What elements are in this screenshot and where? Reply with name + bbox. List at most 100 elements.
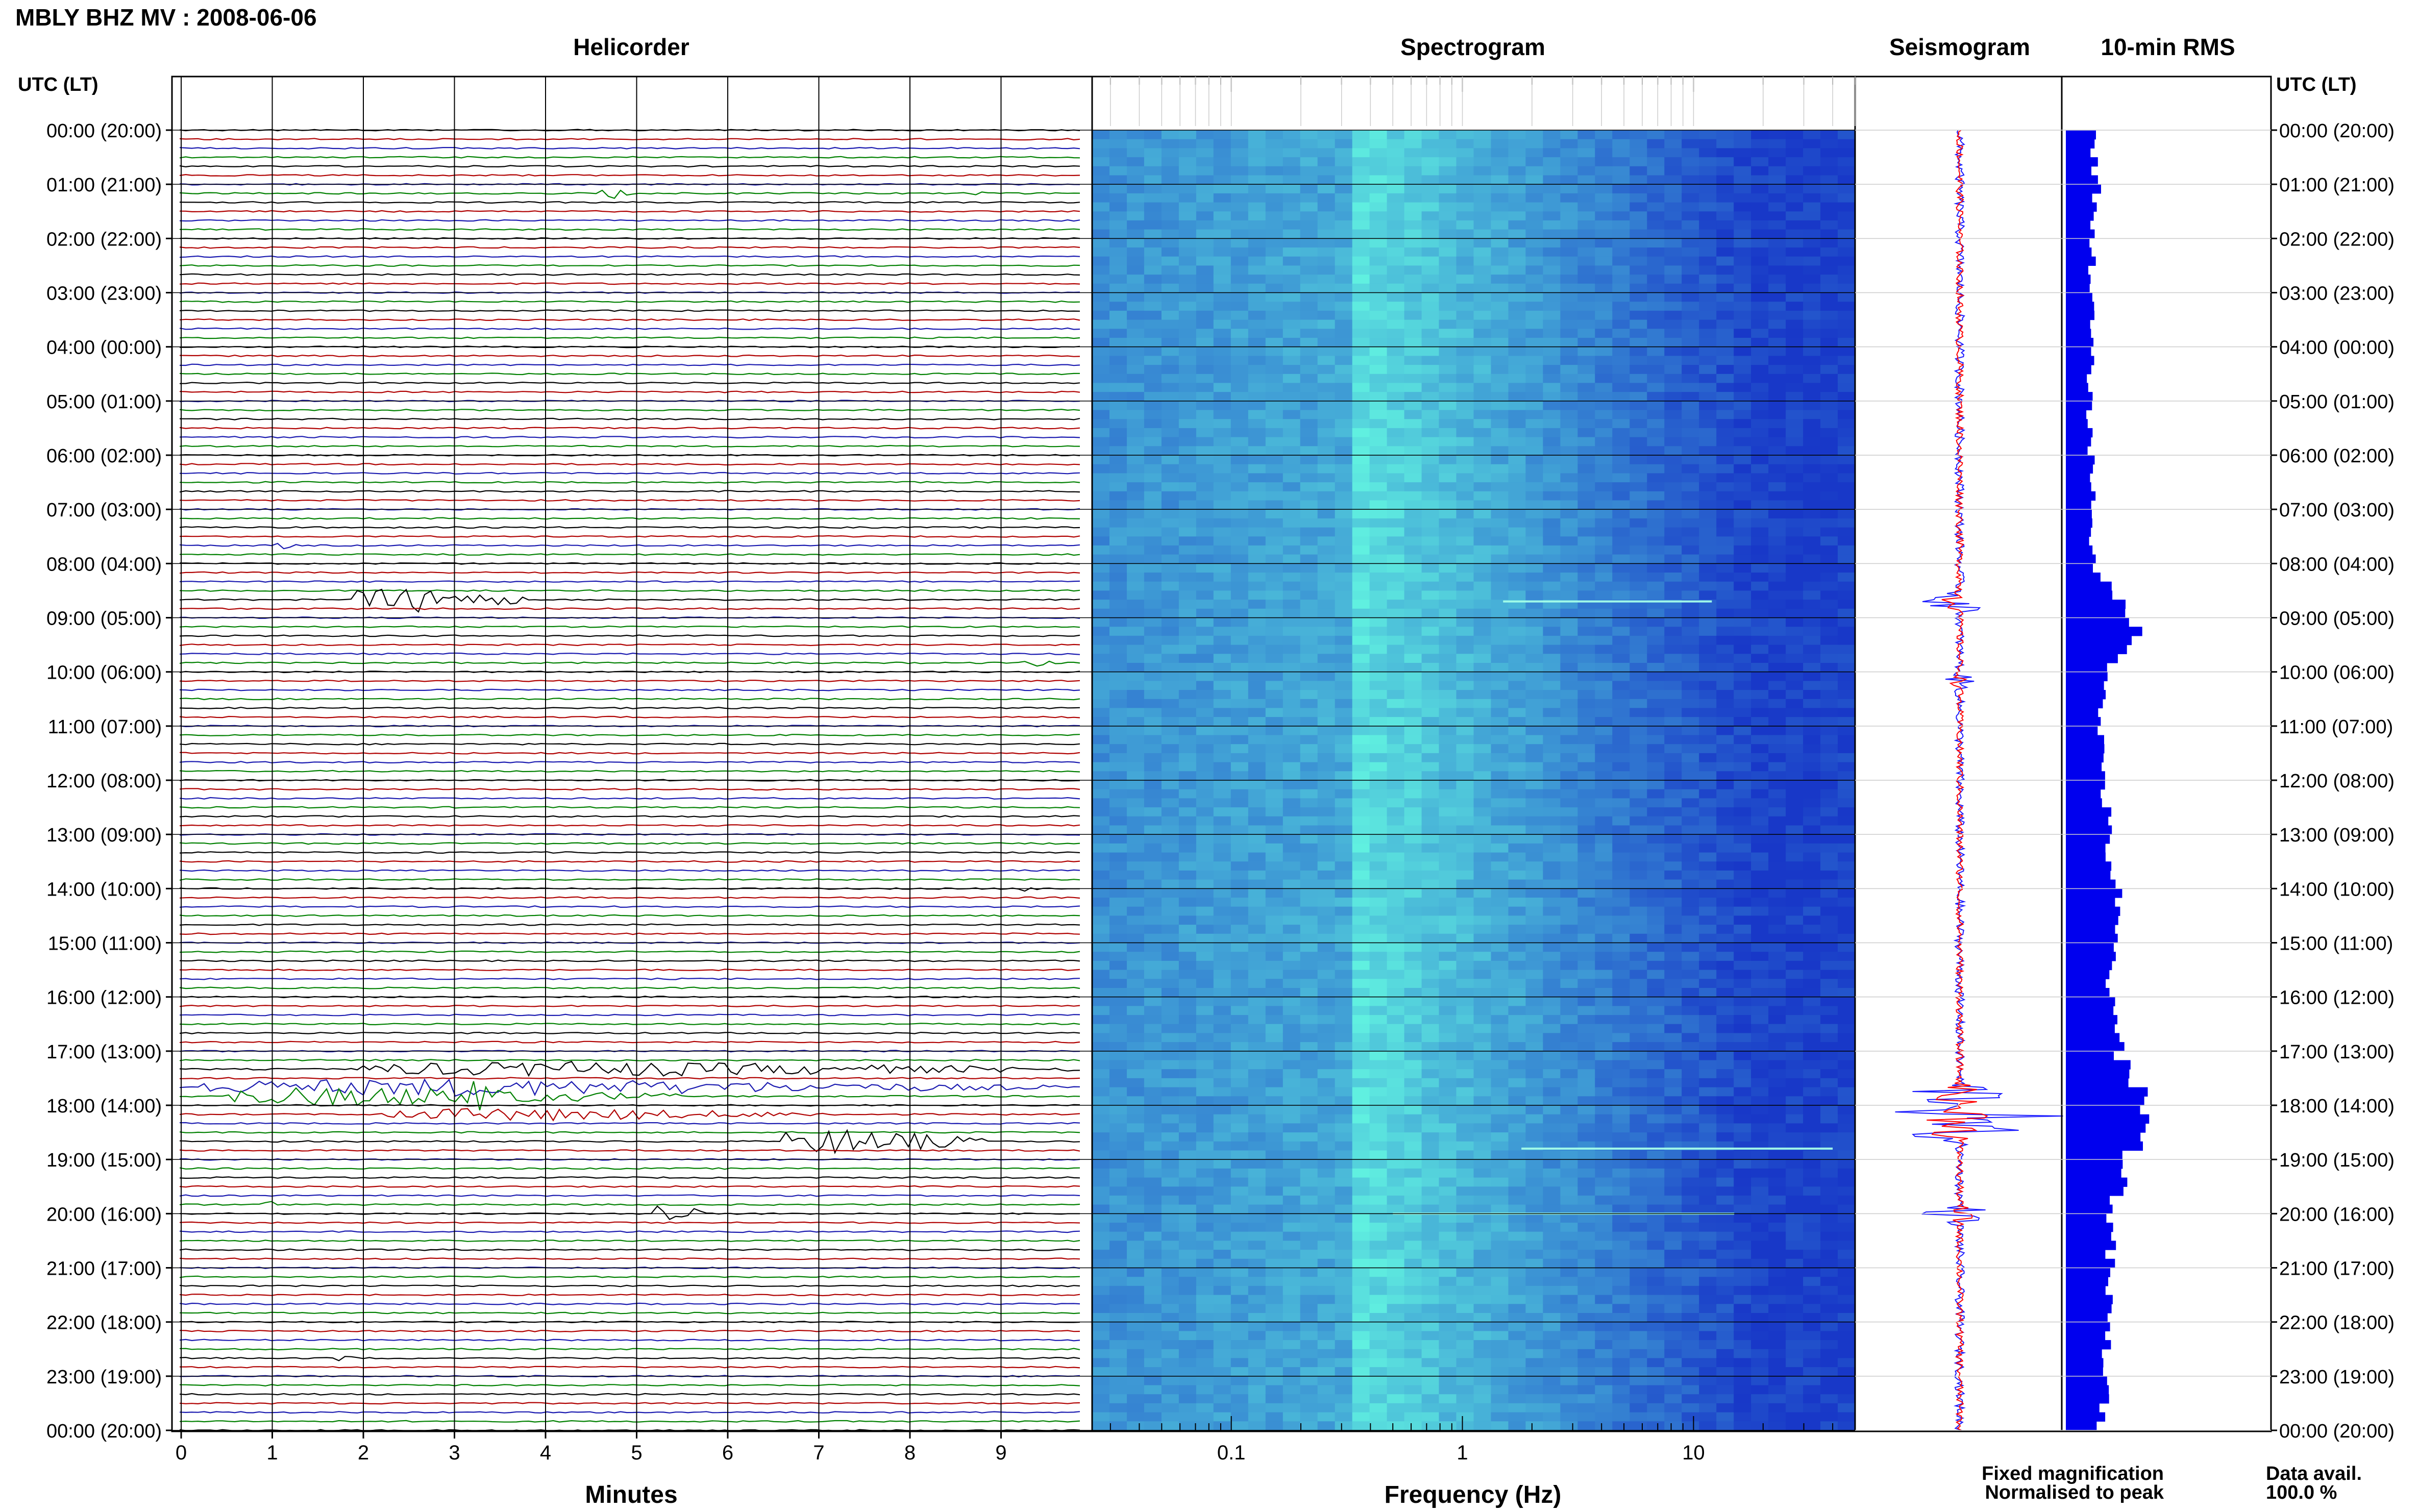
spectrogram-cell: [1473, 581, 1492, 591]
spectrogram-cell: [1196, 1132, 1214, 1142]
spectrogram-cell: [1404, 1295, 1422, 1305]
spectrogram-cell: [1248, 1177, 1266, 1187]
spectrogram-cell: [1265, 346, 1283, 357]
spectrogram-cell: [1543, 617, 1561, 627]
spectrogram-cell: [1248, 275, 1266, 284]
spectrogram-cell: [1300, 816, 1318, 826]
spectrogram-cell: [1230, 933, 1249, 944]
spectrogram-cell: [1127, 130, 1145, 140]
spectrogram-cell: [1230, 1060, 1249, 1070]
spectrogram-cell: [1421, 771, 1440, 781]
spectrogram-cell: [1335, 554, 1353, 564]
spectrogram-cell: [1230, 1340, 1249, 1350]
spectrogram-cell: [1369, 383, 1388, 392]
spectrogram-cell: [1127, 825, 1145, 835]
spectrogram-cell: [1109, 500, 1127, 510]
spectrogram-cell: [1282, 1096, 1301, 1106]
spectrogram-cell: [1491, 1132, 1509, 1142]
spectrogram-cell: [1161, 329, 1179, 338]
spectrogram-cell: [1612, 401, 1631, 411]
spectrogram-cell: [1092, 518, 1110, 528]
spectrogram-cell: [1525, 581, 1544, 591]
spectrogram-cell: [1647, 699, 1665, 709]
spectrogram-cell: [1369, 825, 1388, 835]
spectrogram-cell: [1369, 870, 1388, 880]
spectrogram-cell: [1282, 518, 1301, 528]
spectrogram-cell: [1664, 184, 1683, 194]
spectrogram-cell: [1092, 374, 1110, 384]
spectrogram-cell: [1317, 329, 1336, 338]
spectrogram-cell: [1647, 1322, 1665, 1332]
spectrogram-cell: [1230, 184, 1249, 194]
spectrogram-cell: [1491, 1322, 1509, 1332]
spectrogram-cell: [1404, 1069, 1422, 1079]
spectrogram-cell: [1647, 329, 1665, 338]
spectrogram-cell: [1595, 1150, 1613, 1160]
spectrogram-cell: [1577, 807, 1596, 817]
spectrogram-cell: [1387, 744, 1405, 754]
spectrogram-cell: [1265, 1114, 1283, 1124]
spectrogram-cell: [1577, 1295, 1596, 1305]
spectrogram-cell: [1630, 1304, 1648, 1313]
spectrogram-cell: [1439, 383, 1457, 392]
spectrogram-cell: [1213, 699, 1231, 709]
spectrogram-cell: [1300, 753, 1318, 763]
spectrogram-cell: [1647, 509, 1665, 519]
spectrogram-cell: [1577, 1349, 1596, 1359]
spectrogram-cell: [1300, 157, 1318, 167]
spectrogram-cell: [1317, 1150, 1336, 1160]
spectrogram-cell: [1161, 446, 1179, 456]
spectrogram-cell: [1369, 1042, 1388, 1052]
spectrogram-cell: [1595, 1285, 1613, 1296]
spectrogram-cell: [1560, 1096, 1578, 1106]
spectrogram-cell: [1127, 834, 1145, 844]
spectrogram-cell: [1213, 1295, 1231, 1305]
spectrogram-cell: [1525, 310, 1544, 320]
spectrogram-cell: [1369, 464, 1388, 474]
spectrogram-cell: [1352, 753, 1370, 763]
spectrogram-cell: [1196, 870, 1214, 880]
spectrogram-cell: [1127, 383, 1145, 392]
spectrogram-cell: [1577, 329, 1596, 338]
spectrogram-cell: [1421, 1268, 1440, 1277]
spectrogram-cell: [1127, 888, 1145, 898]
spectrogram-cell: [1282, 997, 1301, 1007]
spectrogram-cell: [1178, 1195, 1197, 1205]
spectrogram-cell: [1595, 139, 1613, 149]
spectrogram-cell: [1421, 1051, 1440, 1061]
spectrogram-cell: [1387, 952, 1405, 961]
spectrogram-cell: [1612, 545, 1631, 555]
spectrogram-cell: [1404, 1141, 1422, 1151]
spectrogram-cell: [1282, 211, 1301, 221]
spectrogram-cell: [1491, 744, 1509, 754]
spectrogram-cell: [1647, 1340, 1665, 1350]
spectrogram-cell: [1300, 1223, 1318, 1232]
spectrogram-cell: [1595, 500, 1613, 510]
spectrogram-cell: [1161, 302, 1179, 311]
spectrogram-cell: [1161, 1150, 1179, 1160]
spectrogram-cell: [1144, 825, 1162, 835]
spectrogram-cell: [1682, 735, 1699, 745]
spectrogram-cell: [1630, 1123, 1648, 1133]
spectrogram-cell: [1525, 1078, 1544, 1088]
spectrogram-cell: [1282, 238, 1301, 248]
spectrogram-cell: [1456, 365, 1474, 375]
spectrogram-cell: [1161, 1060, 1179, 1070]
spectrogram-cell: [1664, 1277, 1683, 1286]
spectrogram-cell: [1265, 1331, 1283, 1341]
spectrogram-cell: [1282, 446, 1301, 456]
spectrogram-cell: [1664, 573, 1683, 582]
spectrogram-cell: [1282, 906, 1301, 916]
spectrogram-cell: [1178, 1385, 1197, 1395]
spectrogram-cell: [1525, 464, 1544, 474]
spectrogram-cell: [1109, 184, 1127, 194]
spectrogram-cell: [1335, 906, 1353, 916]
spectrogram-cell: [1630, 1060, 1648, 1070]
spectrogram-cell: [1491, 256, 1509, 266]
spectrogram-cell: [1092, 888, 1110, 898]
spectrogram-cell: [1196, 211, 1214, 221]
spectrogram-cell: [1092, 329, 1110, 338]
spectrogram-cell: [1421, 130, 1440, 140]
spectrogram-cell: [1473, 617, 1492, 627]
spectrogram-cell: [1352, 338, 1370, 348]
